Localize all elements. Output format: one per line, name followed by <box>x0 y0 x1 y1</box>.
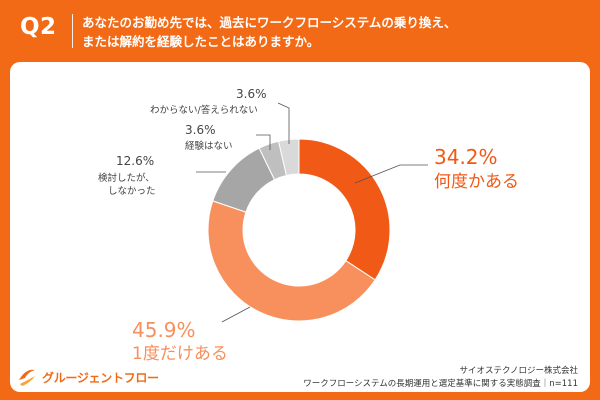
donut-slice-1 <box>298 138 391 281</box>
footer-source: ワークフローシステムの長期運用と選定基準に関する実態調査｜n=111 <box>303 379 578 389</box>
logo-text: グルージェントフロー <box>42 370 159 385</box>
question-line-2: または解約を経験したことはありますか。 <box>82 34 320 49</box>
leader-line-slice4 <box>256 134 271 150</box>
leader-line-slice2 <box>221 306 251 323</box>
header-divider <box>72 14 73 48</box>
slice4-name-label: 経験はない <box>185 140 233 152</box>
logo-swoosh-icon <box>19 369 35 386</box>
leader-lines <box>196 102 428 323</box>
donut-slices <box>207 138 391 322</box>
slice4-value-label: 3.6% <box>185 123 216 137</box>
slice3-name-label-line1: 検討したが、 <box>98 172 155 184</box>
question-text: あなたのお勤め先では、過去にワークフローシステムの乗り換え、 または解約を経験し… <box>82 13 582 51</box>
question-label: Q2 <box>20 14 57 40</box>
slice2-name-label: 1度だけある <box>132 344 228 364</box>
leader-line-slice1 <box>354 164 428 184</box>
question-header: Q2 あなたのお勤め先では、過去にワークフローシステムの乗り換え、 または解約を… <box>0 0 600 62</box>
leader-line-slice5 <box>277 102 290 144</box>
chart-card <box>10 62 590 392</box>
slice1-name-label: 何度かある <box>434 172 519 192</box>
donut-slice-5 <box>277 138 300 177</box>
slice2-value-label: 45.9% <box>132 318 196 342</box>
slice1-value-label: 34.2% <box>434 145 498 169</box>
question-line-1: あなたのお勤め先では、過去にワークフローシステムの乗り換え、 <box>82 15 457 30</box>
slice3-name-label-line2: しなかった <box>108 186 156 197</box>
donut-slice-2 <box>207 200 376 322</box>
slice3-value-label: 12.6% <box>116 154 154 168</box>
slice5-value-label: 3.6% <box>236 87 267 101</box>
slice5-name-label: わからない/答えられない <box>150 104 258 116</box>
footer-company: サイオステクノロジー株式会社 <box>459 366 579 376</box>
brand-logo: グルージェントフロー <box>16 366 159 388</box>
